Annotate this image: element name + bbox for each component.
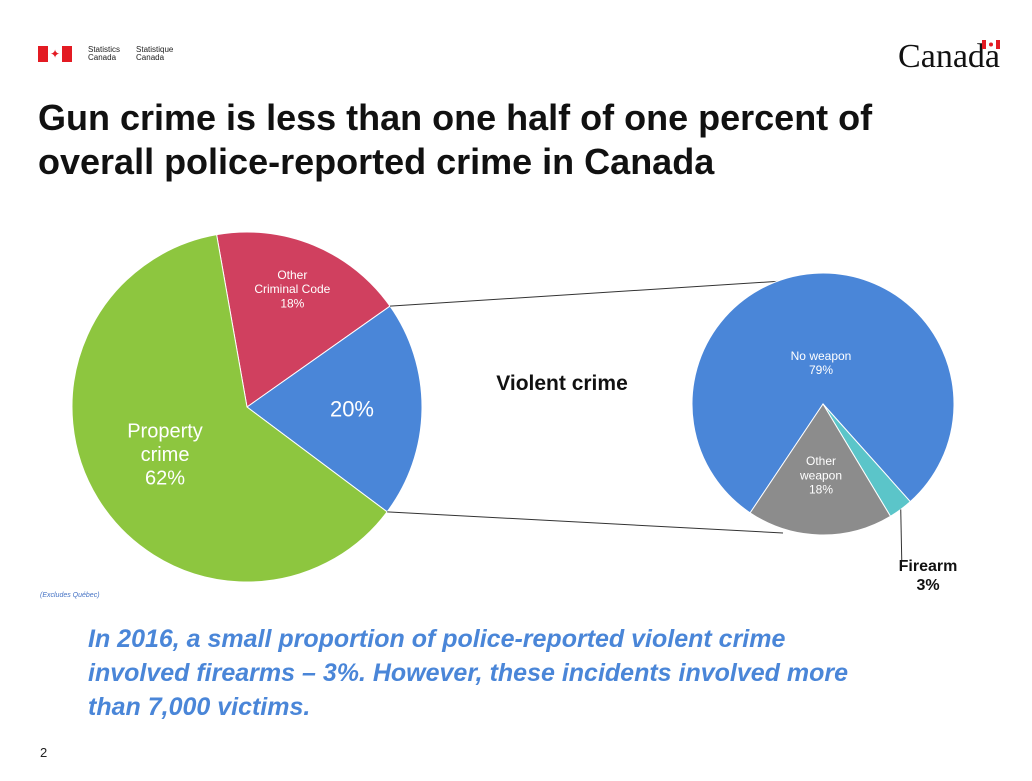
violent-crime-pct-label: 20%	[330, 396, 374, 421]
property-crime-slice	[71, 234, 388, 583]
firearm-label-line: 3%	[916, 577, 939, 594]
no-weapon-label-line: No weapon	[791, 349, 852, 363]
property-crime-label-line: crime	[141, 444, 190, 466]
slide-title: Gun crime is less than one half of one p…	[38, 97, 873, 182]
other-weapon-slice	[749, 403, 892, 536]
property-crime-label-line: 62%	[145, 468, 185, 490]
firearm-label: Firearm 3%	[899, 558, 958, 594]
other-criminal-code-label-line: Criminal Code	[254, 282, 330, 296]
violent-crime-slice	[246, 305, 423, 513]
other-criminal-code-label-line: Other	[277, 268, 307, 282]
violent-crime-pct-label-line: 20%	[330, 396, 374, 421]
other-weapon-label: Other weapon 18%	[799, 454, 842, 496]
connector-lines	[387, 280, 784, 534]
other-criminal-code-slice	[216, 231, 391, 408]
agency-name-en: Statistics Canada	[88, 45, 121, 62]
footnote: (Excludes Québec)	[40, 592, 100, 599]
other-weapon-label-line: weapon	[799, 468, 842, 482]
violent-crime-title: Violent crime	[496, 372, 628, 395]
other-weapon-label-line: Other	[806, 454, 836, 468]
wordmark-flag-icon	[982, 40, 1000, 49]
page-number: 2	[40, 745, 48, 760]
connector-top	[389, 280, 784, 307]
agency-name-fr: Statistique Canada	[136, 45, 174, 62]
statcan-logo: ✦ Statistics Canada Statistique Canada	[38, 46, 173, 62]
property-crime-label-line: Property	[127, 420, 203, 442]
other-weapon-label-line: 18%	[809, 483, 833, 497]
other-criminal-code-label-line: 18%	[280, 296, 304, 310]
no-weapon-label: No weapon 79%	[791, 349, 852, 377]
violent-crime-pie-chart: No weapon 79% Other weapon 18% Firearm 3%	[691, 272, 958, 594]
connector-bottom	[387, 511, 784, 534]
other-criminal-code-label: Other Criminal Code 18%	[254, 268, 330, 310]
no-weapon-label-line: 79%	[809, 363, 833, 377]
firearm-label-line: Firearm	[899, 558, 958, 575]
canada-flag-icon: ✦	[38, 46, 72, 62]
firearm-leader-line	[900, 509, 903, 561]
property-crime-label: Property crime 62%	[127, 420, 203, 489]
caption: In 2016, a small proportion of police-re…	[88, 625, 849, 721]
crime-pie-chart: Other Criminal Code 18% 20% Property crime 62%	[71, 231, 423, 583]
no-weapon-slice	[691, 272, 955, 514]
